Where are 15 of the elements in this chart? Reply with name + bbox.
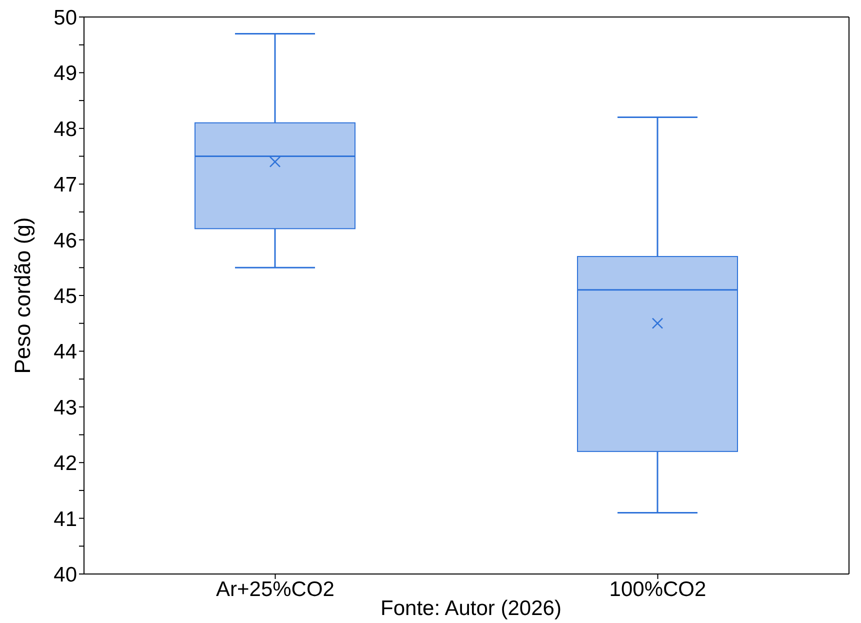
source-note: Fonte: Autor (2026) (380, 597, 562, 620)
y-tick-label: 42 (54, 452, 77, 476)
x-tick-label: 100%CO2 (609, 578, 706, 601)
y-axis-title: Peso cordão (g) (10, 217, 35, 374)
y-tick-label: 49 (54, 62, 77, 86)
y-tick-label: 48 (54, 118, 77, 141)
y-tick-label: 46 (54, 229, 77, 252)
y-tick-label: 45 (54, 284, 77, 308)
y-tick-label: 41 (54, 508, 77, 531)
y-tick-label: 40 (54, 563, 77, 586)
y-tick-label: 50 (54, 6, 77, 30)
y-tick-label: 44 (54, 340, 78, 364)
y-tick-label: 47 (54, 174, 77, 197)
x-tick-label: Ar+25%CO2 (216, 578, 334, 601)
y-tick-label: 43 (54, 396, 77, 420)
